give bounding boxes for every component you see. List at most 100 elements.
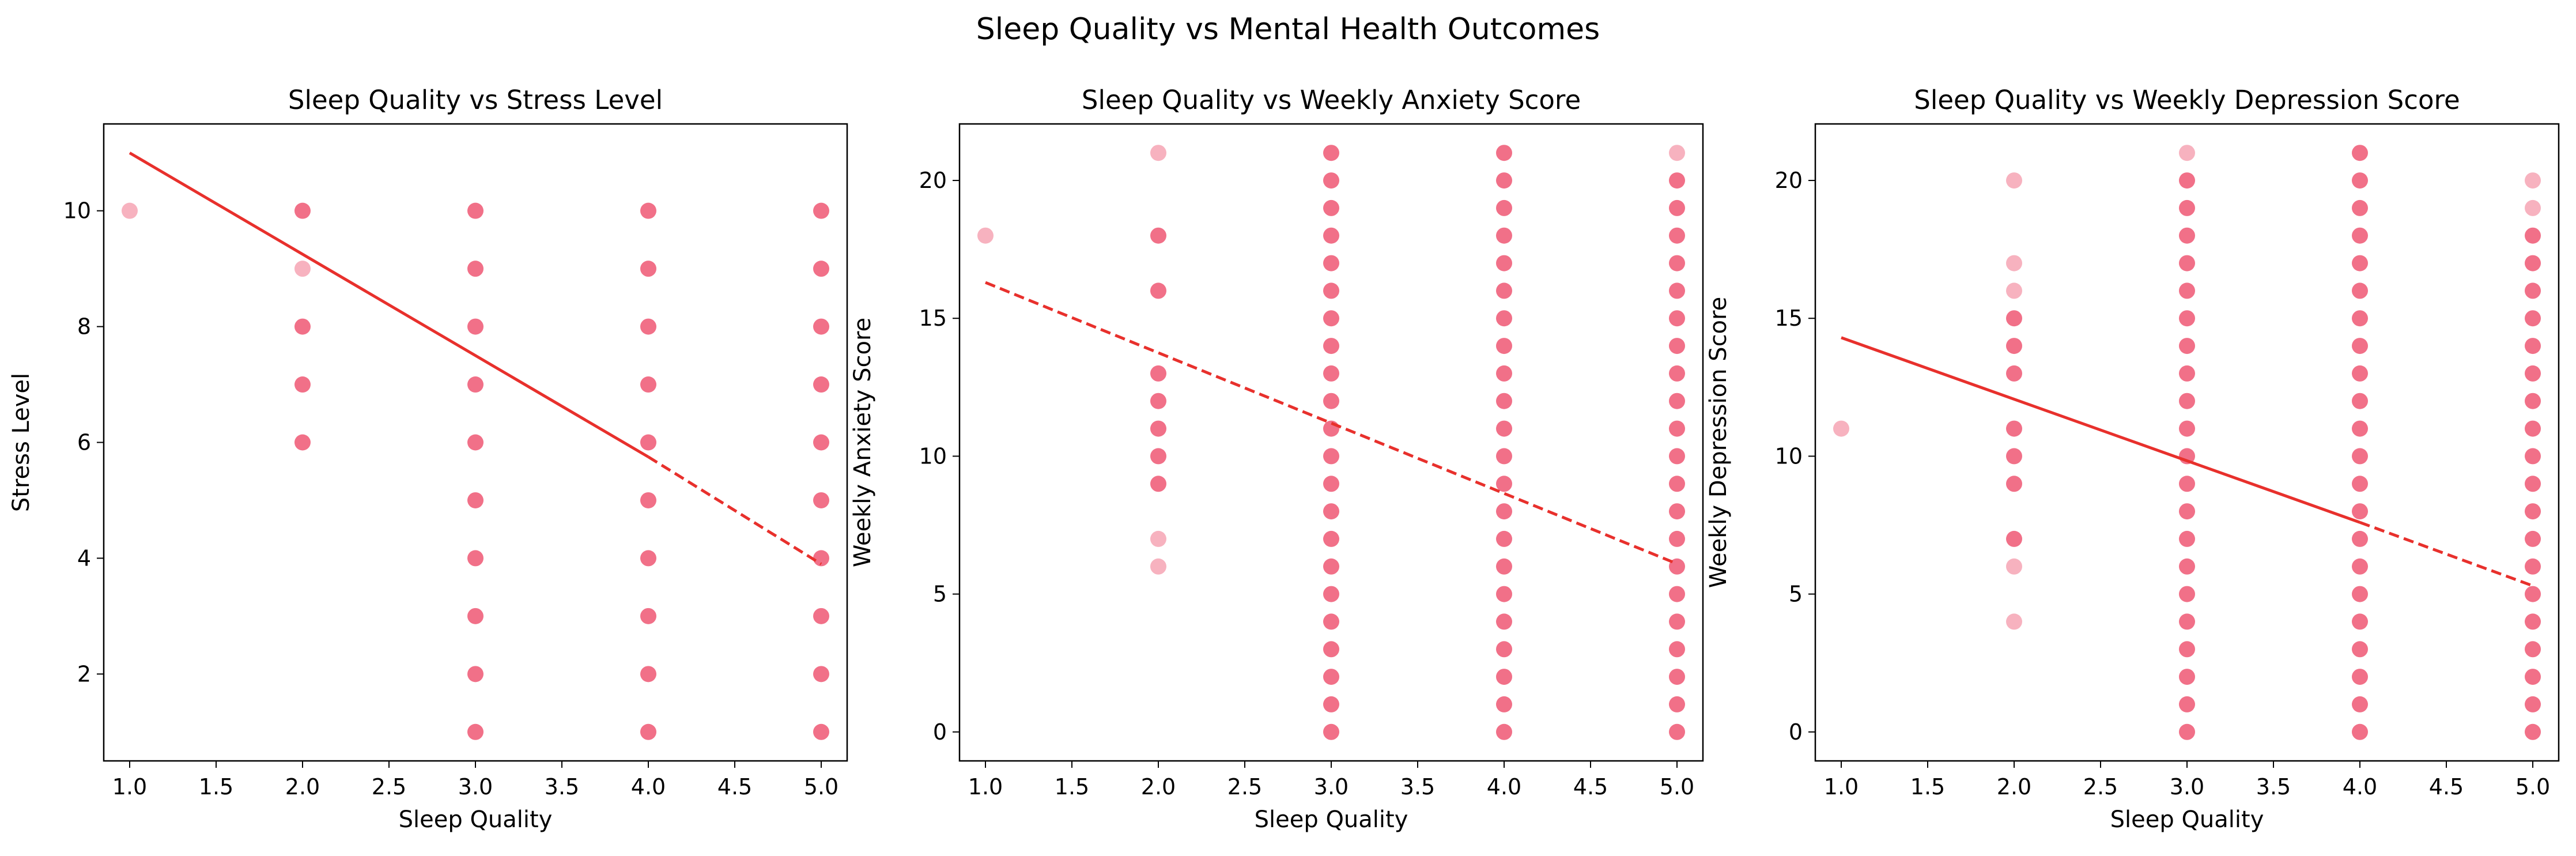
y-axis-label: Weekly Depression Score [1705, 297, 1732, 588]
scatter-point [1323, 365, 1339, 382]
scatter-point [640, 723, 656, 740]
scatter-point [2179, 503, 2195, 520]
scatter-point [1496, 365, 1512, 382]
scatter-point [2179, 669, 2195, 685]
scatter-point [467, 492, 484, 508]
x-tick-label: 2.0 [285, 774, 320, 800]
scatter-point [2179, 255, 2195, 271]
figure-suptitle: Sleep Quality vs Mental Health Outcomes [976, 12, 1600, 47]
scatter-point [640, 550, 656, 567]
scatter-point [1496, 227, 1512, 244]
scatter-point [1323, 448, 1339, 465]
scatter-point [2352, 393, 2368, 409]
scatter-point [1669, 282, 1685, 299]
trend-line-dashed [647, 455, 822, 565]
scatter-point [2006, 338, 2022, 355]
scatter-point [294, 376, 311, 393]
x-tick-label: 2.5 [372, 774, 406, 800]
x-tick-label: 5.0 [2515, 774, 2550, 800]
y-tick-label: 10 [63, 198, 91, 224]
scatter-point [1496, 282, 1512, 299]
scatter-point [1669, 669, 1685, 685]
x-tick-label: 1.5 [1910, 774, 1945, 800]
scatter-point [2352, 199, 2368, 216]
scatter-point [813, 550, 829, 567]
scatter-point [1496, 503, 1512, 520]
scatter-point [1669, 365, 1685, 382]
scatter-points [1833, 145, 2541, 740]
scatter-point [1669, 613, 1685, 630]
scatter-point [2352, 448, 2368, 465]
scatter-point [2352, 558, 2368, 575]
scatter-point [813, 434, 829, 451]
scatter-point [467, 666, 484, 682]
y-tick-label: 15 [919, 306, 947, 331]
x-tick-label: 2.5 [2083, 774, 2118, 800]
y-axis-label: Weekly Anxiety Score [849, 318, 876, 567]
scatter-point [2179, 199, 2195, 216]
scatter-point [1669, 227, 1685, 244]
scatter-point [1833, 420, 1849, 437]
scatter-point [1669, 338, 1685, 355]
scatter-point [1496, 696, 1512, 712]
x-tick-label: 5.0 [1660, 774, 1694, 800]
scatter-point [2179, 723, 2195, 740]
scatter-point [294, 318, 311, 335]
x-tick-label: 4.5 [2429, 774, 2464, 800]
scatter-point [2352, 641, 2368, 658]
scatter-point [1323, 476, 1339, 492]
scatter-point [467, 723, 484, 740]
scatter-point [2179, 227, 2195, 244]
scatter-point [1496, 448, 1512, 465]
panel-2: Sleep Quality vs Weekly Anxiety Score 1.0… [849, 85, 1704, 833]
scatter-point [1496, 199, 1512, 216]
scatter-point [1669, 558, 1685, 575]
scatter-point [2006, 420, 2022, 437]
x-tick-label: 5.0 [804, 774, 838, 800]
scatter-point [813, 376, 829, 393]
scatter-point [640, 608, 656, 624]
x-tick-label: 3.0 [1314, 774, 1349, 800]
scatter-point [1669, 420, 1685, 437]
scatter-point [2179, 338, 2195, 355]
scatter-point [467, 434, 484, 451]
trend-line-solid [129, 152, 649, 458]
scatter-point [1669, 641, 1685, 658]
scatter-point [2352, 365, 2368, 382]
scatter-point [640, 202, 656, 219]
scatter-point [1669, 696, 1685, 712]
scatter-point [1323, 420, 1339, 437]
scatter-point [1669, 448, 1685, 465]
scatter-point [1323, 723, 1339, 740]
scatter-point [2179, 420, 2195, 437]
x-axis-label: Sleep Quality [399, 806, 553, 833]
scatter-point [467, 608, 484, 624]
y-tick-label: 10 [1775, 443, 1803, 469]
scatter-point [467, 550, 484, 567]
x-tick-label: 1.5 [1055, 774, 1089, 800]
y-tick-label: 5 [933, 582, 947, 607]
x-tick-label: 1.0 [968, 774, 1003, 800]
x-tick-label: 4.0 [1487, 774, 1521, 800]
y-tick-label: 8 [77, 314, 91, 340]
scatter-point [2006, 172, 2022, 189]
scatter-point [1150, 530, 1166, 547]
scatter-point [2525, 365, 2541, 382]
trend-line-solid [1841, 336, 2360, 524]
scatter-point [467, 376, 484, 393]
scatter-point [1496, 420, 1512, 437]
scatter-point [1496, 613, 1512, 630]
scatter-point [1150, 145, 1166, 161]
scatter-point [2525, 199, 2541, 216]
scatter-point [1669, 393, 1685, 409]
scatter-points [122, 202, 829, 740]
scatter-point [2006, 255, 2022, 271]
x-axis-label: Sleep Quality [1255, 806, 1408, 833]
scatter-point [2352, 613, 2368, 630]
scatter-point [813, 202, 829, 219]
scatter-point [640, 492, 656, 508]
scatter-point [2525, 310, 2541, 327]
axes-frame [1814, 123, 2560, 762]
y-axis-label: Stress Level [8, 373, 35, 512]
scatter-point [640, 261, 656, 277]
